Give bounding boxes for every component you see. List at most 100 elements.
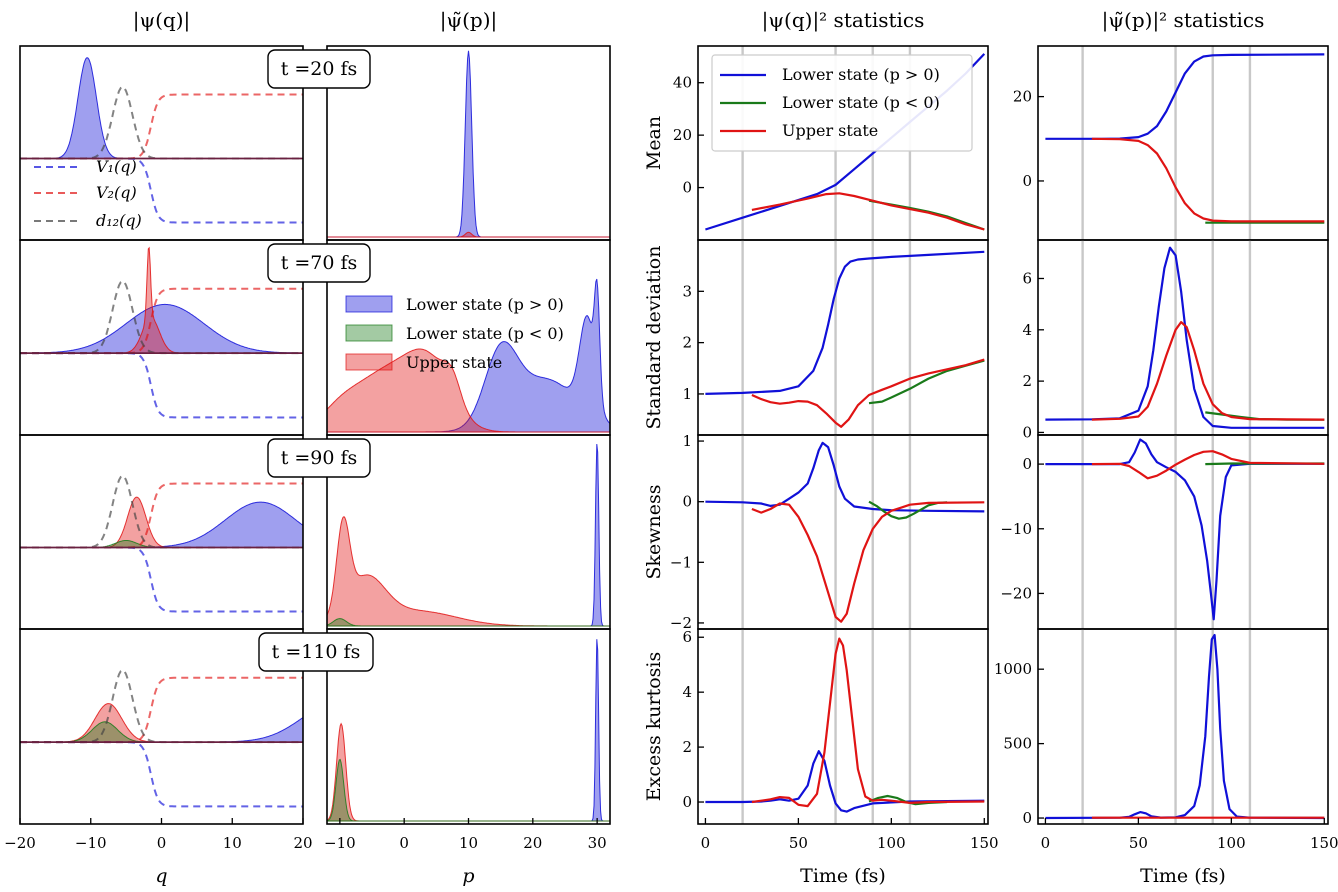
q-density-lower-pos (20, 501, 303, 549)
p-stats-ytick-label: 1000 (994, 660, 1032, 678)
p-xtick-label: 10 (459, 834, 478, 852)
q-stats-ylabel: Skewness (643, 484, 665, 579)
p-stats-column-title: |ψ̃(p)|² statistics (1102, 8, 1265, 33)
q-stats-series-line (751, 358, 985, 428)
q-stats-ytick-label: 1 (682, 432, 692, 450)
v1-curve (20, 352, 303, 419)
q-stats-xtick-label: 100 (877, 834, 906, 852)
q-stats-series-line (705, 750, 985, 813)
p-stats-series-line (1045, 246, 1325, 429)
p-xtick-label: −10 (324, 834, 356, 852)
p-density-lower-neg (327, 618, 610, 627)
p-stats-series-line (1091, 321, 1325, 421)
q-stats-ytick-label: 1 (682, 385, 692, 403)
p-stats-ytick-label: 0 (1022, 423, 1032, 441)
v2-curve (20, 287, 303, 355)
p-legend-label: Lower state (p < 0) (406, 324, 564, 343)
p-stats-xtick-label: 0 (1041, 834, 1051, 852)
p-stats-ytick-label: 2 (1022, 372, 1032, 390)
p-stats-series-line (1045, 53, 1325, 140)
q-stats-series-line (751, 637, 985, 808)
q-stats-ytick-label: 0 (682, 179, 692, 197)
p-stats-ytick-label: 0 (1022, 172, 1032, 190)
q-xtick-label: 10 (223, 834, 242, 852)
p-column-title: |ψ̃(p)| (440, 8, 498, 33)
v2-curve (20, 93, 303, 160)
time-label-box (258, 632, 374, 672)
q-stats-column-title: |ψ(q)|² statistics (762, 8, 925, 33)
q-density-lower-pos (20, 57, 303, 160)
v1-curve (20, 741, 303, 808)
q-stats-ytick-label: 2 (682, 738, 692, 756)
q-stats-xtick-label: 150 (970, 834, 999, 852)
q-panel-frame (19, 45, 304, 241)
stats-legend-label: Upper state (782, 121, 878, 140)
q-stats-series-line (868, 359, 985, 405)
q-stats-ytick-label: 20 (673, 126, 692, 144)
time-label-box (267, 438, 371, 478)
q-stats-xlabel: Time (fs) (800, 865, 886, 887)
p-stats-xtick-label: 150 (1310, 834, 1338, 852)
p-stats-ytick-label: −20 (1000, 584, 1032, 602)
p-stats-xlabel: Time (fs) (1140, 865, 1226, 887)
q-stats-xtick-label: 50 (789, 834, 808, 852)
q-legend-label: V₁(q) (96, 157, 137, 176)
p-stats-ytick-label: 6 (1022, 269, 1032, 287)
q-stats-ytick-label: 0 (682, 493, 692, 511)
p-stats-ytick-label: 4 (1022, 321, 1032, 339)
p-stats-ytick-label: 500 (1003, 735, 1032, 753)
q-stats-ylabel: Standard deviation (643, 246, 665, 430)
q-xtick-label: −20 (4, 834, 36, 852)
p-xtick-label: 0 (399, 834, 409, 852)
q-stats-ytick-label: 2 (682, 334, 692, 352)
stats-legend-box (711, 54, 973, 152)
time-label: t =110 fs (272, 641, 361, 663)
time-label-box (267, 243, 371, 283)
p-axis-label: p (462, 865, 474, 887)
q-stats-series-line (705, 250, 985, 395)
v1-curve (20, 157, 303, 224)
q-density-upper (20, 703, 303, 743)
p-stats-series-line (1091, 137, 1325, 223)
p-stats-series-line (1045, 438, 1325, 621)
q-density-lower-pos (20, 716, 303, 743)
p-stats-series-line (1091, 450, 1325, 480)
p-stats-ytick-label: 0 (1022, 809, 1032, 827)
p-density-upper (327, 348, 610, 433)
q-density-lower-pos (20, 303, 303, 354)
v2-curve (20, 676, 303, 744)
p-legend-label: Upper state (406, 353, 502, 372)
time-label: t =20 fs (281, 58, 358, 80)
p-legend-label: Lower state (p > 0) (406, 295, 564, 314)
q-legend-label: d₁₂(q) (96, 211, 142, 230)
p-stats-panel-frame (1037, 628, 1329, 825)
p-stats-ytick-label: 20 (1013, 88, 1032, 106)
q-stats-ytick-label: −1 (670, 553, 692, 571)
v1-curve (20, 546, 303, 613)
stats-legend-label: Lower state (p > 0) (782, 65, 940, 84)
p-xtick-label: 20 (523, 834, 542, 852)
v2-curve (20, 482, 303, 549)
q-stats-ytick-label: 3 (682, 282, 692, 300)
q-stats-series-line (751, 501, 985, 623)
q-xtick-label: 0 (157, 834, 167, 852)
p-legend-swatch (345, 353, 393, 371)
stats-legend-label: Lower state (p < 0) (782, 93, 940, 112)
p-stats-ytick-label: −10 (1000, 520, 1032, 538)
q-legend-label: V₂(q) (96, 183, 137, 202)
q-stats-ytick-label: 6 (682, 628, 692, 646)
p-stats-series-line (1045, 633, 1325, 820)
q-stats-ylabel: Excess kurtosis (643, 652, 665, 802)
q-stats-series-line (868, 500, 948, 520)
q-stats-series-line (705, 441, 985, 513)
q-stats-ylabel: Mean (643, 116, 665, 170)
p-density-upper (327, 516, 610, 627)
q-xtick-label: 20 (293, 834, 312, 852)
q-stats-xtick-label: 0 (701, 834, 711, 852)
p-density-lower-neg (327, 758, 610, 822)
q-stats-ytick-label: −2 (670, 614, 692, 632)
p-legend-swatch (345, 324, 393, 342)
time-label: t =70 fs (281, 252, 358, 274)
time-label: t =90 fs (281, 447, 358, 469)
